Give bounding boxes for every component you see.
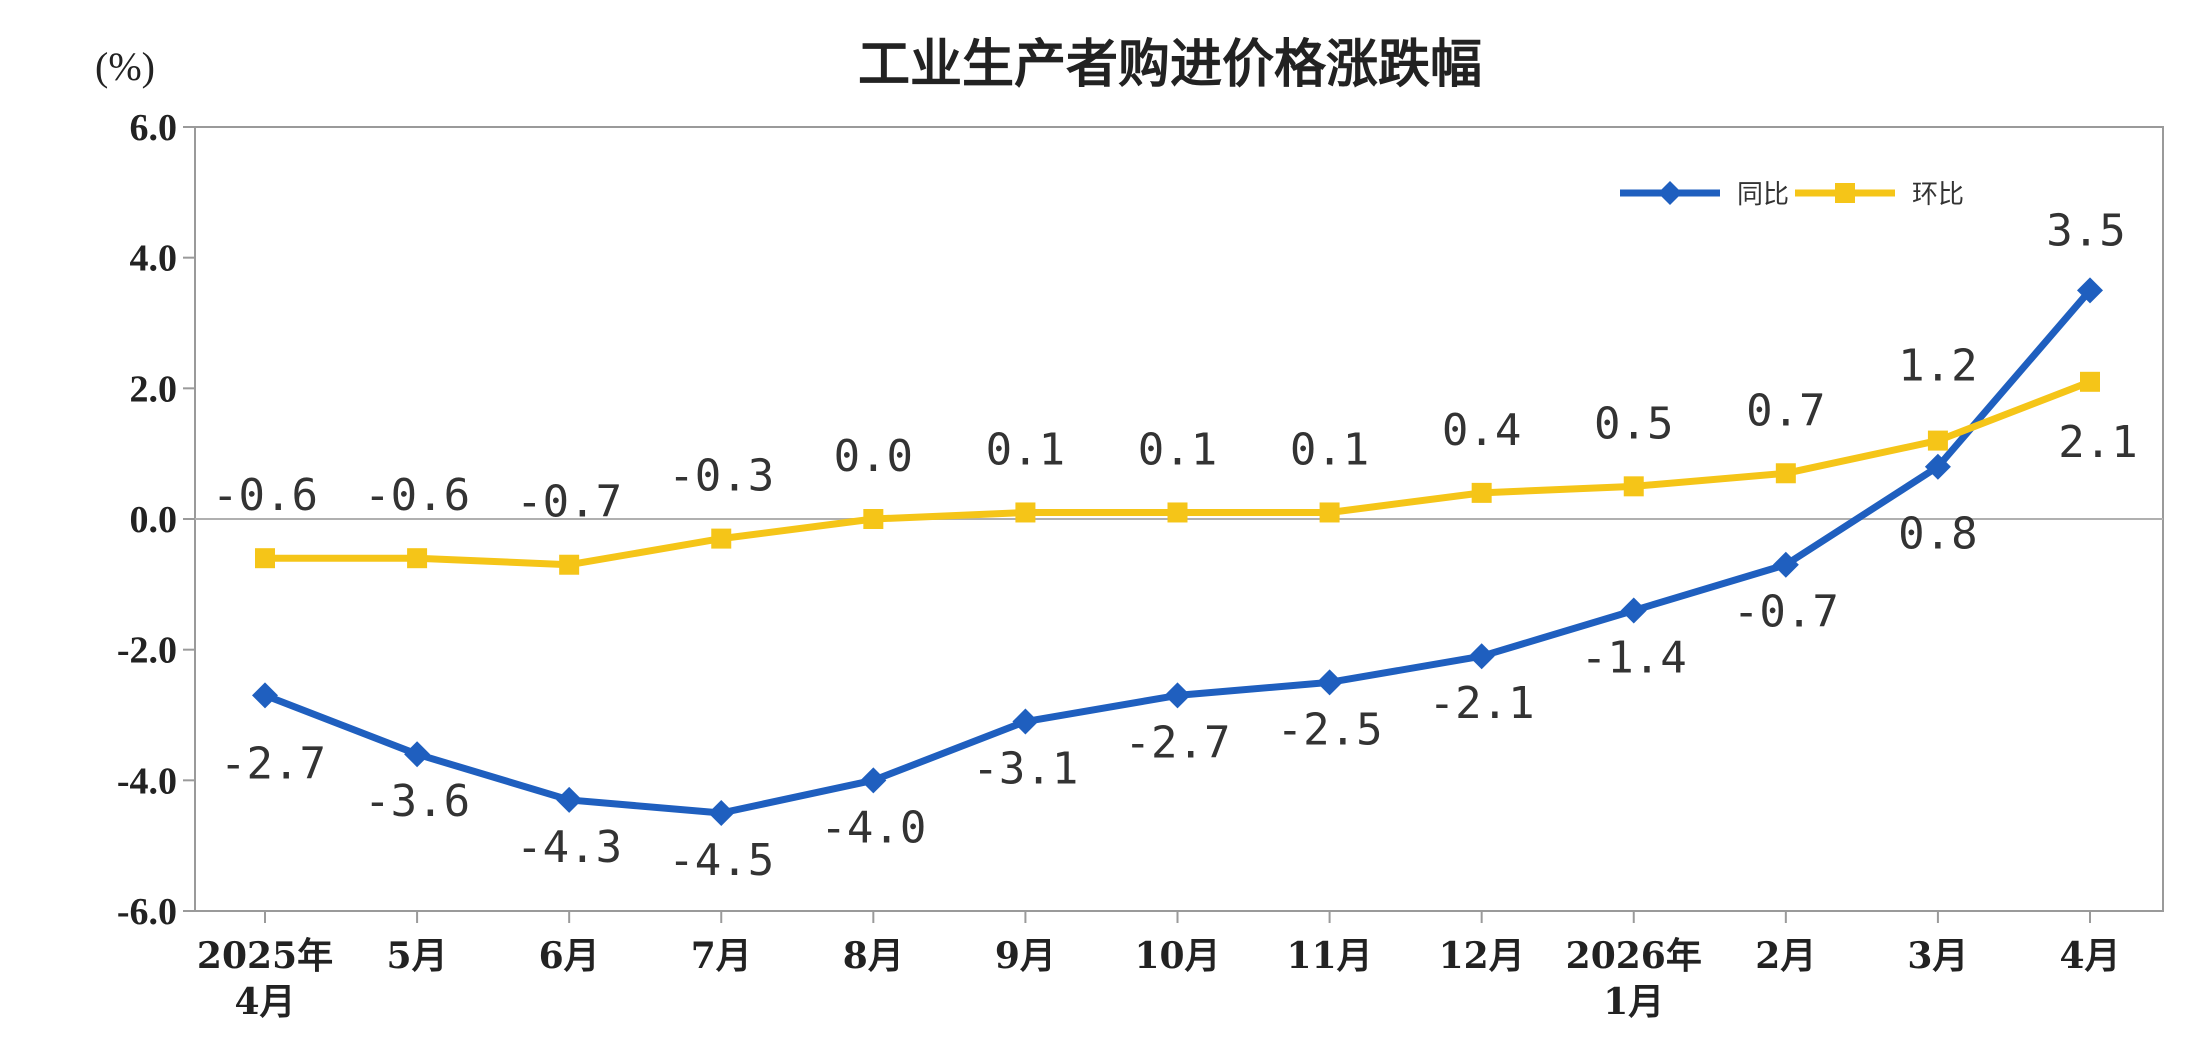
data-label: 0.0 <box>834 431 913 482</box>
data-label: 0.8 <box>1898 509 1977 560</box>
series-marker-diamond <box>860 767 887 794</box>
x-tick-label: 7月 <box>691 935 752 977</box>
data-label: 0.1 <box>986 424 1065 475</box>
series-marker-diamond <box>1012 708 1039 735</box>
series-marker-square <box>863 509 884 529</box>
series-marker-diamond <box>708 800 735 826</box>
legend: 同比 环比 <box>1620 180 1964 210</box>
y-axis-ticks: 6.0 4.0 2.0 0.0 -2.0 -4.0 -6.0 <box>117 107 195 933</box>
x-tick-label: 4月 <box>2059 935 2120 977</box>
x-tick-label: 9月 <box>995 935 1056 977</box>
data-label: -4.3 <box>516 822 622 873</box>
series-marker-square <box>1167 502 1188 523</box>
x-tick-label: 3月 <box>1907 935 1968 977</box>
y-unit-label: (%) <box>95 44 155 89</box>
x-tick-label: 10月 <box>1134 935 1220 977</box>
data-label: 0.5 <box>1594 398 1673 449</box>
data-label: 0.4 <box>1442 405 1521 456</box>
data-label: -2.7 <box>220 738 326 789</box>
data-label: -3.6 <box>364 776 470 827</box>
x-tick-label: 8月 <box>843 935 904 977</box>
y-tick-label: 6.0 <box>130 107 178 149</box>
x-tick-label: 11月 <box>1287 935 1373 977</box>
series-marker-diamond <box>404 741 431 768</box>
series-marker-diamond <box>1468 643 1495 670</box>
y-tick-label: 2.0 <box>130 368 178 410</box>
data-label: -2.7 <box>1125 717 1231 768</box>
x-tick-label: 2月 <box>1755 935 1816 977</box>
data-label: 1.2 <box>1898 341 1977 392</box>
data-label: -2.5 <box>1277 704 1383 755</box>
legend-marker-square <box>1835 183 1855 203</box>
x-tick-label: 2026年 <box>1566 935 1702 977</box>
data-label: 0.1 <box>1290 424 1369 475</box>
data-label: -4.5 <box>668 835 774 886</box>
legend-label-0: 同比 <box>1737 180 1789 210</box>
series-marker-square <box>1775 463 1796 484</box>
y-tick-label: -4.0 <box>117 760 177 802</box>
legend-label-1: 环比 <box>1912 180 1964 210</box>
series-marker-square <box>255 548 275 569</box>
series-marker-square <box>2080 371 2100 392</box>
x-tick-label: 2025年 <box>197 935 333 977</box>
data-label: -0.7 <box>1733 587 1839 638</box>
data-labels: -2.7 -3.6 -4.3 -4.5 -4.0 -3.1 -2.7 -2.5 -2.1 -1.4… <box>212 205 2138 886</box>
data-label: -4.0 <box>820 802 926 853</box>
x-tick-label: 1月 <box>1603 981 1664 1023</box>
series-marker-square <box>1319 502 1340 523</box>
x-tick-label: 12月 <box>1439 935 1525 977</box>
series-markers <box>252 277 2103 826</box>
data-label: -3.1 <box>972 744 1078 795</box>
series-marker-square <box>559 554 580 575</box>
data-label: -2.1 <box>1429 678 1535 729</box>
series-marker-square <box>1927 430 1948 451</box>
series-marker-diamond <box>1316 669 1343 696</box>
x-tick-label: 5月 <box>387 935 448 977</box>
series-marker-diamond <box>1620 597 1647 624</box>
data-label: 0.7 <box>1746 385 1825 436</box>
series-marker-square <box>1015 502 1036 523</box>
series-marker-diamond <box>252 682 278 709</box>
series-marker-square <box>1471 482 1492 503</box>
x-tick-label: 4月 <box>234 981 295 1023</box>
y-tick-label: -6.0 <box>117 891 177 933</box>
series-marker-diamond <box>1772 551 1799 578</box>
data-label: 0.1 <box>1138 424 1217 475</box>
series-marker-diamond <box>1924 453 1951 480</box>
data-label: -0.7 <box>516 477 622 528</box>
data-label: 3.5 <box>2046 205 2125 256</box>
data-label: 2.1 <box>2058 417 2137 468</box>
series-marker-square <box>407 548 428 569</box>
data-label: -0.3 <box>668 451 774 502</box>
y-tick-label: -2.0 <box>117 630 177 672</box>
y-tick-label: 4.0 <box>130 238 178 280</box>
series-marker-diamond <box>556 786 583 813</box>
data-label: -0.6 <box>364 470 470 521</box>
legend-marker-diamond <box>1658 181 1682 205</box>
data-label: -0.6 <box>212 470 318 521</box>
series-marker-square <box>711 528 732 549</box>
series-marker-diamond <box>1164 682 1191 709</box>
data-label: -1.4 <box>1581 632 1687 683</box>
series-marker-square <box>1623 476 1644 497</box>
series-marker-diamond <box>2077 277 2103 304</box>
chart-title: 工业生产者购进价格涨跌幅 <box>858 35 1482 95</box>
y-tick-label: 0.0 <box>130 499 178 541</box>
x-tick-label: 6月 <box>539 935 600 977</box>
